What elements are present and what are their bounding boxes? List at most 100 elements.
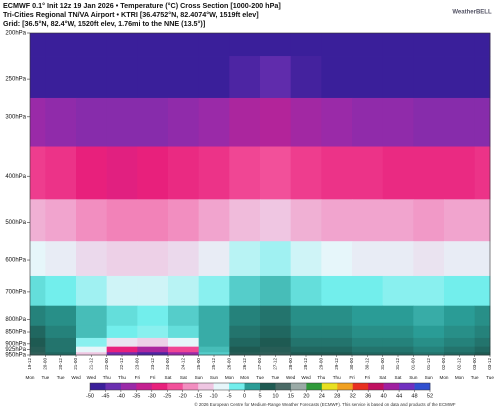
weekday-label: Wed (286, 375, 296, 380)
heat-cell (444, 199, 476, 242)
colorbar-segment (260, 383, 276, 390)
x-tick-label: 29-00 (319, 358, 324, 370)
heat-cell (382, 33, 414, 57)
colorbar-label: -10 (210, 393, 218, 399)
x-tick-label: 03-00 (472, 358, 477, 370)
colorbar-label: 10 (272, 393, 278, 399)
colorbar-label: -30 (148, 393, 156, 399)
colorbar-label: 36 (365, 393, 371, 399)
heat-cell (382, 352, 414, 356)
heat-cell (45, 56, 77, 99)
x-tick-label: 25-00 (196, 358, 201, 370)
colorbar-segment (136, 383, 153, 390)
weekday-label: Sun (409, 375, 418, 380)
heat-cell (229, 337, 261, 348)
heat-cell (106, 56, 138, 99)
weekday-label: Fri (365, 375, 370, 380)
colorbar-segment (414, 383, 431, 390)
heat-cell (321, 241, 353, 277)
weekday-label: Wed (87, 375, 97, 380)
y-tick-label: 850hPa (5, 330, 26, 336)
heat-cell (198, 305, 230, 327)
heat-cell (260, 56, 292, 99)
heat-cell (382, 199, 414, 242)
heat-cell (413, 241, 445, 277)
y-tick-label: 200hPa (5, 31, 26, 37)
weekday-label: Sat (180, 375, 188, 380)
heat-cell (198, 275, 230, 307)
colorbar-segment (306, 383, 323, 390)
heat-cell (76, 352, 108, 356)
heat-cell (444, 97, 476, 147)
heat-cell (106, 337, 138, 348)
heat-cell (290, 352, 322, 356)
heat-cell (413, 33, 445, 57)
weekday-label: Sat (395, 375, 403, 380)
colorbar-segment (151, 383, 168, 390)
x-tick-label: 31-12 (395, 358, 400, 370)
heat-cell (168, 346, 200, 353)
heat-cell (352, 346, 384, 353)
heat-cell (290, 337, 322, 348)
heat-cell (352, 199, 384, 242)
heat-cell (321, 146, 353, 200)
heat-cell (321, 325, 353, 339)
y-tick-label: 700hPa (5, 289, 26, 295)
heat-cell (382, 337, 414, 348)
heat-cell (45, 33, 77, 57)
heat-cell (474, 325, 491, 339)
heat-cell (137, 146, 169, 200)
heat-cell (413, 346, 445, 353)
heat-cell (168, 97, 200, 147)
heat-cell (260, 337, 292, 348)
heat-cell (168, 352, 200, 356)
weekday-label: Thu (333, 375, 341, 380)
heat-cell (413, 325, 445, 339)
heat-cell (198, 33, 230, 57)
weekday-label: Tue (271, 375, 279, 380)
heat-cell (444, 346, 476, 353)
y-tick-label: 800hPa (5, 317, 26, 323)
heat-cell (229, 33, 261, 57)
heat-cell (76, 97, 108, 147)
heat-cell (352, 241, 384, 277)
heat-cell (352, 146, 384, 200)
heat-cell (106, 97, 138, 147)
heat-cell (76, 146, 108, 200)
weekday-label: Wed (71, 375, 81, 380)
heat-cell (106, 241, 138, 277)
x-tick-label: 01-00 (411, 358, 416, 370)
weekday-label: Fri (135, 375, 140, 380)
x-tick-label: 30-12 (365, 358, 370, 370)
heat-cell (30, 305, 46, 327)
heat-cell (106, 305, 138, 327)
heat-cell (137, 305, 169, 327)
weekday-label: Mon (440, 375, 449, 380)
heat-cell (444, 305, 476, 327)
x-tick-label: 26-12 (242, 358, 247, 370)
heat-cell (352, 56, 384, 99)
heat-cell (382, 146, 414, 200)
footer: © 2026 European Centre for Medium-Range … (194, 402, 456, 407)
heat-cell (444, 325, 476, 339)
heat-cell (260, 33, 292, 57)
colorbar-label: 32 (350, 393, 356, 399)
heat-cell (321, 305, 353, 327)
heat-cell (168, 275, 200, 307)
heat-cell (290, 275, 322, 307)
x-tick-label: 02-12 (457, 358, 462, 370)
colorbar-segment (244, 383, 261, 390)
heat-cell (30, 275, 46, 307)
heat-cell (45, 305, 77, 327)
x-tick-label: 03-12 (487, 358, 492, 370)
colorbar-label: 28 (334, 393, 340, 399)
x-tick-label: 31-00 (380, 358, 385, 370)
heat-cell (474, 337, 491, 348)
heat-cell (45, 241, 77, 277)
heat-cell (413, 352, 445, 356)
colorbar-label: -50 (86, 393, 94, 399)
heat-cell (321, 352, 353, 356)
heat-cell (168, 305, 200, 327)
heat-cell (260, 241, 292, 277)
colorbar-segment (352, 383, 369, 390)
